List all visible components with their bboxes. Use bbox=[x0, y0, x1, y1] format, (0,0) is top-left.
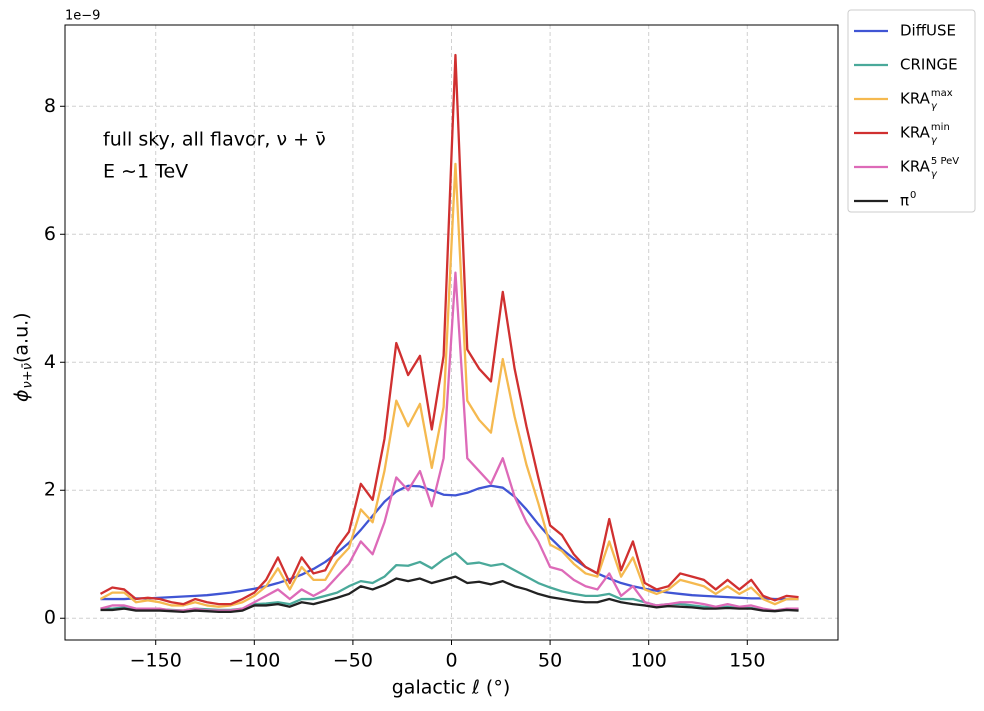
legend-label-sup: min bbox=[931, 122, 950, 133]
x-tick-label: −100 bbox=[228, 650, 280, 672]
legend-label-sub: γ bbox=[931, 101, 938, 112]
legend-label-sup: max bbox=[931, 88, 953, 99]
legend-label: KRA bbox=[900, 90, 931, 108]
y-tick-label: 8 bbox=[44, 95, 56, 117]
x-tick-label: −150 bbox=[130, 650, 182, 672]
legend-label: CRINGE bbox=[900, 56, 958, 74]
y-tick-label: 0 bbox=[44, 607, 56, 629]
series-line bbox=[100, 575, 799, 613]
y-axis-label-rest: (a.u.) bbox=[11, 312, 33, 363]
series-line bbox=[99, 162, 799, 608]
series-line bbox=[99, 53, 799, 606]
legend-label: KRA bbox=[900, 124, 931, 142]
y-axis-label-sub: ν+ν̄ bbox=[21, 363, 36, 388]
legend-label: π bbox=[900, 192, 909, 210]
y-tick-label: 4 bbox=[44, 351, 56, 373]
x-tick-label: 100 bbox=[631, 650, 667, 672]
legend-label-sup: 5 PeV bbox=[931, 156, 959, 167]
x-tick-label: 150 bbox=[729, 650, 765, 672]
y-axis-label-main: ϕ bbox=[11, 389, 33, 402]
series-line bbox=[100, 484, 799, 601]
x-tick-label: −50 bbox=[333, 650, 373, 672]
legend-label-sup: 0 bbox=[910, 190, 916, 201]
annotation: full sky, all flavor, ν + ν̄ bbox=[103, 129, 326, 151]
x-tick-label: 50 bbox=[538, 650, 562, 672]
legend-box bbox=[847, 9, 976, 213]
legend-label-sub: γ bbox=[931, 135, 938, 146]
y-axis-label: ϕν+ν̄ (a.u.) bbox=[11, 312, 36, 402]
legend-label-sub: γ bbox=[931, 169, 938, 180]
legend-label: KRA bbox=[900, 158, 931, 176]
x-axis-label: galactic ℓ (°) bbox=[392, 677, 511, 699]
offset-text: 1e−9 bbox=[65, 9, 100, 24]
x-tick-label: 0 bbox=[445, 650, 457, 672]
legend-label: DiffUSE bbox=[900, 22, 956, 40]
y-tick-label: 2 bbox=[44, 479, 56, 501]
y-tick-label: 6 bbox=[44, 223, 56, 245]
annotation: E ∼1 TeV bbox=[103, 161, 188, 183]
series-line bbox=[100, 271, 799, 612]
plot-frame bbox=[64, 24, 839, 641]
